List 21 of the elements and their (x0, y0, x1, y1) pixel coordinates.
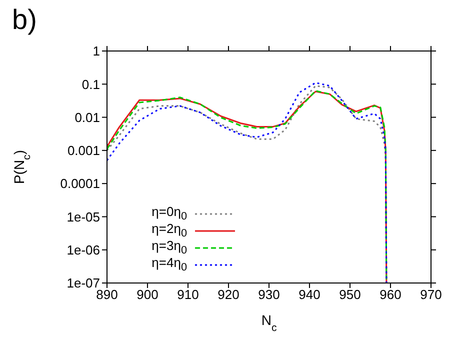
x-tick-label: 940 (298, 287, 320, 302)
legend-label: η=4η$_{0}$ (152, 255, 187, 274)
x-tick-label: 910 (177, 287, 199, 302)
x-tick-label: 950 (339, 287, 361, 302)
y-tick-label: 0.001 (67, 143, 100, 158)
x-tick-label: 920 (218, 287, 240, 302)
legend-label: η=3η$_{0}$ (152, 238, 187, 257)
x-tick-label: 970 (420, 287, 442, 302)
x-axis-title: N$_{c}$ (261, 312, 277, 334)
x-tick-label: 960 (380, 287, 402, 302)
y-tick-label: 1 (92, 44, 100, 59)
x-tick-label: 900 (136, 287, 158, 302)
chart-title: b) (12, 4, 37, 36)
x-tick-label: 930 (258, 287, 280, 302)
y-tick-label: 0.0001 (60, 176, 100, 192)
legend-label: η=2η$_{0}$ (152, 221, 187, 240)
y-tick-label: 1e-06 (66, 242, 100, 258)
y-tick-label: 1e-05 (66, 209, 100, 224)
legend-label: η=0η$_{0}$ (152, 204, 187, 223)
y-tick-label: 0.01 (74, 110, 100, 125)
y-tick-label: 0.1 (82, 76, 100, 92)
